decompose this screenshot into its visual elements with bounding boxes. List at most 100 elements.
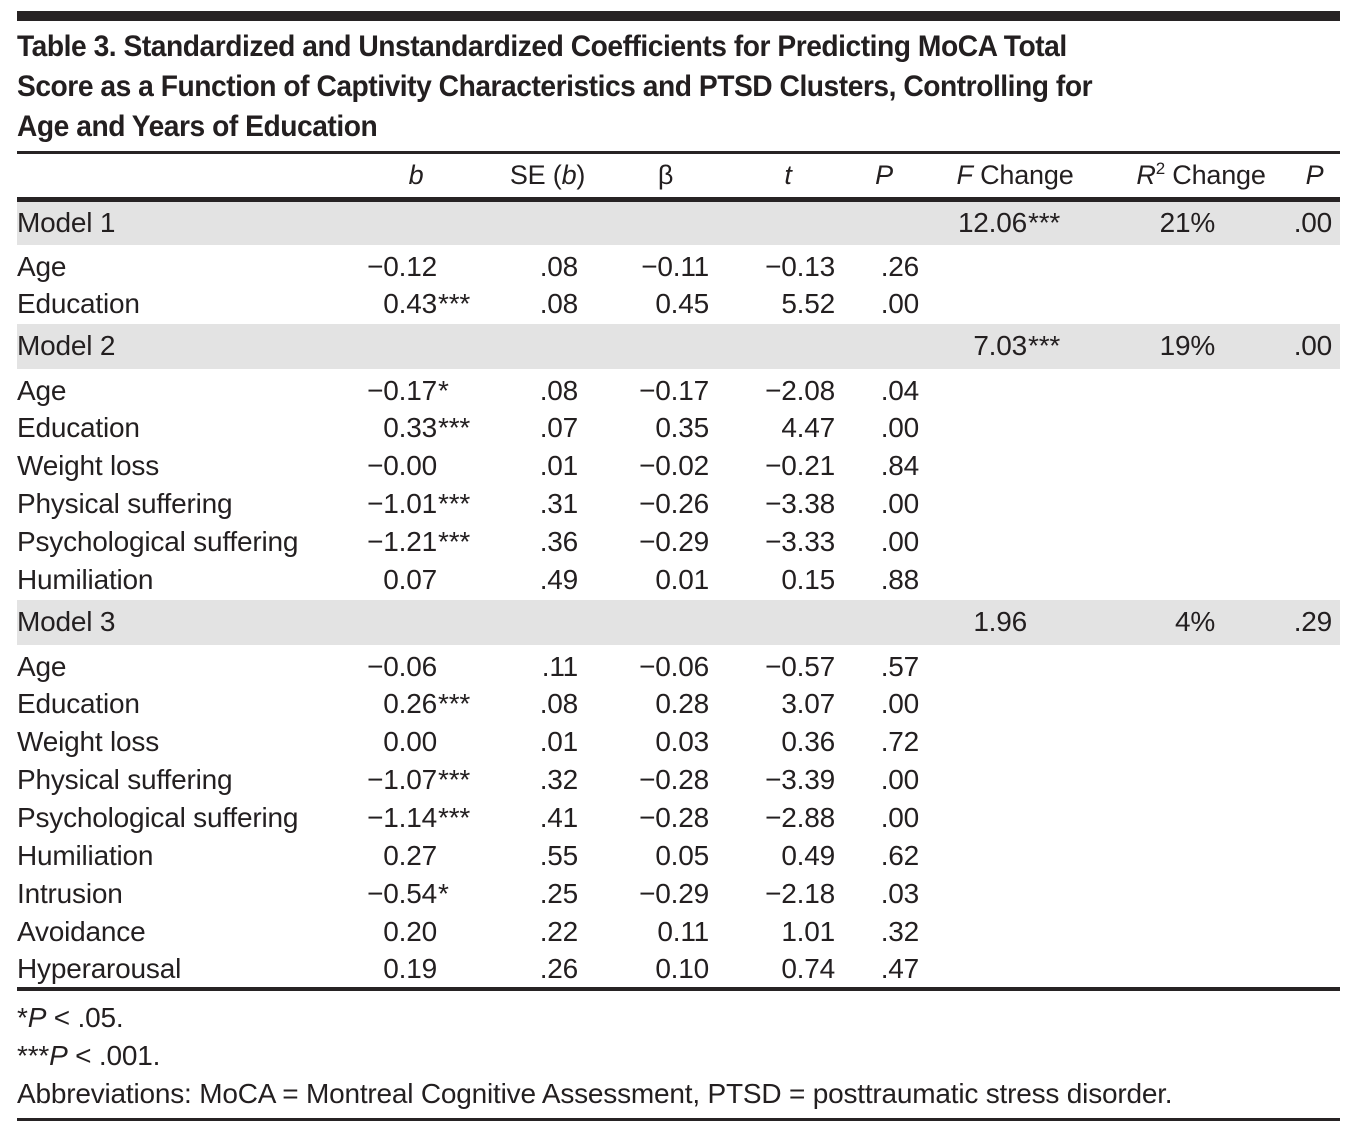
p-value: .00 bbox=[880, 488, 920, 519]
p-value: .03 bbox=[880, 878, 920, 909]
predictor-row: Hyperarousal 0.19 .26 0.10 0.74 .47 bbox=[17, 951, 1340, 989]
empty-cell bbox=[919, 523, 1340, 561]
se-value: .41 bbox=[539, 802, 579, 833]
beta-value: 0.10 bbox=[655, 953, 710, 984]
bottom-rule bbox=[17, 1118, 1340, 1121]
title-divider bbox=[17, 151, 1340, 154]
beta-value: −0.29 bbox=[639, 526, 710, 557]
table-title-line: Age and Years of Education bbox=[17, 110, 378, 143]
predictor-row: Education 0.26 *** .08 0.28 3.07 .00 bbox=[17, 685, 1340, 723]
footnote-significance-05: *P < .05. bbox=[17, 1002, 124, 1033]
empty-cell bbox=[919, 837, 1340, 875]
b-stars: *** bbox=[438, 802, 471, 833]
beta-value: −0.17 bbox=[639, 375, 710, 407]
b-value: 0.43 bbox=[383, 287, 437, 319]
b-value: 0.27 bbox=[383, 840, 437, 871]
predictor-label: Education bbox=[17, 412, 140, 443]
col-header-b: b bbox=[408, 159, 424, 190]
b-value: −0.17 bbox=[367, 375, 437, 407]
p-value: .62 bbox=[880, 840, 920, 871]
beta-value: 0.35 bbox=[655, 412, 710, 443]
b-stars: *** bbox=[438, 764, 471, 795]
t-value: −0.21 bbox=[765, 450, 836, 481]
empty-cell bbox=[919, 285, 1340, 323]
p-value: .00 bbox=[880, 688, 920, 719]
b-stars: *** bbox=[438, 488, 471, 519]
se-value: .08 bbox=[539, 251, 579, 283]
t-value: 0.15 bbox=[781, 563, 836, 595]
empty-cell bbox=[337, 199, 919, 247]
model-summary-row: Model 3 1.96 4% .29 bbox=[17, 599, 1341, 647]
t-value: 5.52 bbox=[781, 287, 836, 319]
b-stars: * bbox=[438, 375, 449, 407]
empty-cell bbox=[919, 685, 1340, 723]
p-value: .72 bbox=[880, 726, 920, 757]
predictor-row: Psychological suffering −1.14 *** .41 −0… bbox=[17, 799, 1340, 837]
se-value: .11 bbox=[541, 651, 579, 683]
b-value: −1.21 bbox=[367, 526, 437, 557]
p-value: .26 bbox=[880, 251, 920, 283]
superscript-2: 2 bbox=[1155, 158, 1165, 178]
col-header-se: SE (b) bbox=[509, 159, 586, 190]
b-value: 0.00 bbox=[383, 726, 437, 757]
b-value: −0.06 bbox=[367, 651, 437, 683]
p-value: .00 bbox=[880, 802, 920, 833]
predictor-row: Education 0.43 *** .08 0.45 5.52 .00 bbox=[17, 285, 1340, 323]
empty-cell bbox=[919, 647, 1340, 685]
predictor-row: Avoidance 0.20 .22 0.11 1.01 .32 bbox=[17, 913, 1340, 951]
t-value: −0.57 bbox=[765, 651, 836, 683]
t-value: −3.38 bbox=[765, 488, 836, 519]
r2-change-value: 4% bbox=[1174, 606, 1216, 638]
b-value: −0.00 bbox=[367, 450, 437, 481]
predictor-label: Psychological suffering bbox=[17, 802, 299, 833]
t-value: −2.08 bbox=[765, 375, 836, 407]
b-value: −0.54 bbox=[367, 878, 437, 909]
predictor-row: Education 0.33 *** .07 0.35 4.47 .00 bbox=[17, 409, 1340, 447]
b-stars bbox=[437, 951, 483, 989]
b-stars bbox=[437, 723, 483, 761]
b-stars bbox=[437, 647, 483, 685]
t-value: 0.74 bbox=[781, 953, 836, 984]
column-header-row: b SE (b) β t P F Change R2 Change P bbox=[17, 154, 1341, 199]
se-value: .55 bbox=[539, 840, 579, 871]
p-value: .88 bbox=[880, 563, 920, 595]
b-value: 0.07 bbox=[383, 563, 437, 595]
predictor-row: Psychological suffering −1.21 *** .36 −0… bbox=[17, 523, 1340, 561]
b-stars bbox=[437, 447, 483, 485]
t-value: −2.18 bbox=[765, 878, 836, 909]
empty-cell bbox=[919, 561, 1340, 599]
p-value: .57 bbox=[880, 651, 920, 683]
p-value: .00 bbox=[880, 287, 920, 319]
predictor-label: Hyperarousal bbox=[17, 953, 182, 984]
beta-value: 0.28 bbox=[655, 688, 710, 719]
b-stars bbox=[437, 247, 483, 285]
model-3-section: Model 3 1.96 4% .29 Age −0.06 .11 −0.06 … bbox=[17, 599, 1341, 989]
p-value: .00 bbox=[880, 526, 920, 557]
predictor-label: Psychological suffering bbox=[17, 526, 299, 557]
empty-cell bbox=[919, 761, 1340, 799]
f-change-value: 1.96 bbox=[973, 606, 1028, 638]
se-value: .49 bbox=[539, 563, 579, 595]
model-summary-row: Model 1 12.06 *** 21% .00 bbox=[17, 199, 1341, 247]
predictor-label: Intrusion bbox=[17, 878, 123, 909]
p-value: .47 bbox=[880, 953, 920, 984]
col-header-empty bbox=[17, 154, 337, 199]
model-p-value: .00 bbox=[1293, 330, 1333, 362]
se-value: .36 bbox=[539, 526, 579, 557]
p-value: .32 bbox=[880, 916, 920, 947]
predictor-label: Humiliation bbox=[17, 563, 154, 595]
p-value: .84 bbox=[880, 450, 920, 481]
b-value: 0.20 bbox=[383, 916, 437, 947]
b-stars: * bbox=[438, 878, 449, 909]
predictor-row: Humiliation 0.07 .49 0.01 0.15 .88 bbox=[17, 561, 1340, 599]
predictor-row: Age −0.17 * .08 −0.17 −2.08 .04 bbox=[17, 371, 1340, 409]
table-top-rule bbox=[17, 11, 1340, 21]
col-header-p: P bbox=[875, 159, 893, 190]
se-value: .01 bbox=[539, 450, 579, 481]
se-value: .31 bbox=[539, 488, 579, 519]
beta-value: 0.03 bbox=[655, 726, 710, 757]
coefficients-table: b SE (b) β t P F Change R2 Change P Mode… bbox=[17, 154, 1341, 991]
b-value: −1.14 bbox=[367, 802, 437, 833]
empty-cell bbox=[919, 447, 1340, 485]
